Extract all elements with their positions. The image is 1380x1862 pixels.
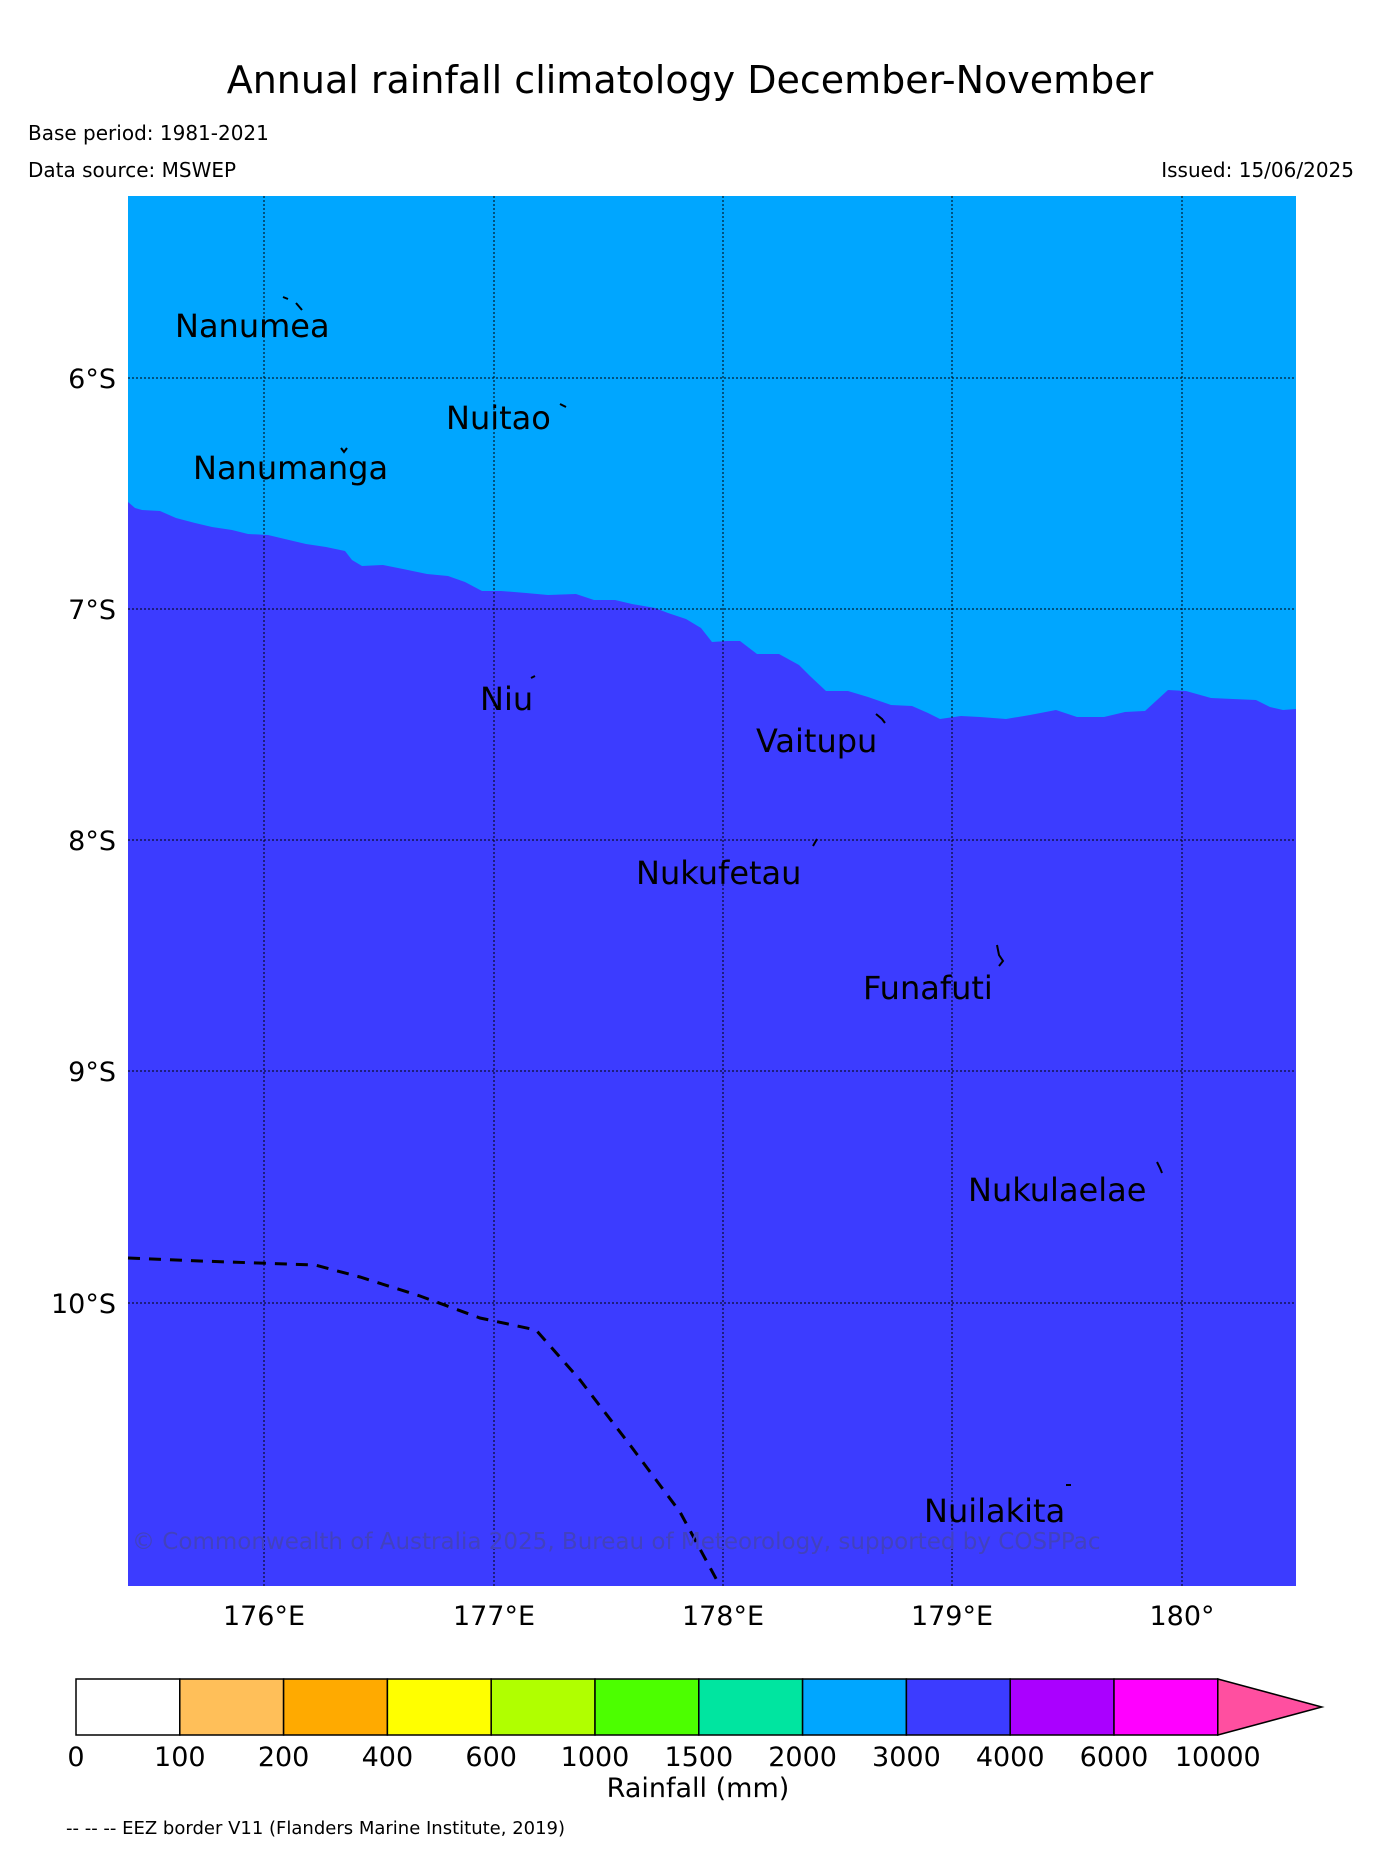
colorbar-segment bbox=[75, 1678, 181, 1736]
colorbar-tick-label: 400 bbox=[362, 1742, 414, 1773]
colorbar-segment bbox=[179, 1678, 285, 1736]
colorbar-segment bbox=[698, 1678, 804, 1736]
colorbar-tick-label: 100 bbox=[154, 1742, 206, 1773]
nukufetau-island-shape bbox=[812, 838, 818, 847]
colorbar-segment bbox=[490, 1678, 596, 1736]
lat-tick-label: 10°S bbox=[51, 1289, 116, 1320]
eez-border-line bbox=[127, 1256, 722, 1587]
lat-tick-label: 6°S bbox=[68, 364, 116, 395]
rainfall-colorbar: 0 100 200 400 600 1000 1500 2000 3000 4000 6000 100… bbox=[67, 1678, 1325, 1773]
lon-tick-label: 176°E bbox=[223, 1601, 305, 1632]
colorbar-segment bbox=[282, 1678, 389, 1736]
lon-tick-label: 180° bbox=[1149, 1601, 1214, 1632]
copyright-text: © Commonwealth of Australia 2025, Bureau… bbox=[132, 1529, 1101, 1555]
colorbar-segment bbox=[801, 1678, 908, 1736]
niu-island-shape bbox=[530, 675, 536, 679]
colorbar-segment bbox=[1113, 1678, 1219, 1736]
place-label-nanumea: Nanumea bbox=[175, 307, 330, 345]
nuitao-island-shape bbox=[559, 403, 567, 408]
lat-tick-label: 8°S bbox=[68, 826, 116, 857]
colorbar-tick-label: 3000 bbox=[872, 1742, 941, 1773]
base-period-text: Base period: 1981-2021 bbox=[28, 121, 269, 145]
colorbar-segment bbox=[1009, 1678, 1115, 1736]
place-label-nanumanga: Nanumanga bbox=[193, 449, 388, 487]
nanumanga-island-shape bbox=[340, 447, 348, 454]
lon-tick-label: 178°E bbox=[682, 1601, 764, 1632]
colorbar-label: Rainfall (mm) bbox=[607, 1773, 790, 1804]
eez-border-note: -- -- -- EEZ border V11 (Flanders Marine… bbox=[66, 1818, 566, 1839]
lat-tick-label: 9°S bbox=[68, 1057, 116, 1088]
chart-title: Annual rainfall climatology December-Nov… bbox=[226, 58, 1154, 102]
colorbar-extend-arrow bbox=[1217, 1678, 1325, 1736]
colorbar-segment bbox=[905, 1678, 1011, 1736]
axis-labels: 6°S 7°S 8°S 9°S 10°S 176°E 177°E 178°E 179°E 180° bbox=[51, 364, 1215, 1632]
nukulaelae-island-shape bbox=[1156, 1161, 1163, 1174]
place-label-nuilakita: Nuilakita bbox=[924, 1492, 1065, 1530]
nanumea-island-shape bbox=[282, 296, 303, 311]
colorbar-tick-label: 1500 bbox=[664, 1742, 733, 1773]
colorbar-tick-label: 6000 bbox=[1080, 1742, 1149, 1773]
place-label-nukulaelae: Nukulaelae bbox=[968, 1171, 1146, 1209]
lat-tick-label: 7°S bbox=[68, 595, 116, 626]
colorbar-tick-label: 1000 bbox=[561, 1742, 630, 1773]
lon-tick-label: 177°E bbox=[453, 1601, 535, 1632]
colorbar-segment bbox=[594, 1678, 700, 1736]
island-outlines bbox=[282, 296, 1163, 1486]
place-label-funafuti: Funafuti bbox=[863, 969, 993, 1007]
place-label-niu: Niu bbox=[480, 680, 533, 718]
rainfall-class-3000-4000-region bbox=[128, 502, 1296, 1586]
colorbar-tick-label: 0 bbox=[67, 1742, 84, 1773]
map-gridlines bbox=[128, 196, 1296, 1586]
colorbar-tick-label: 4000 bbox=[976, 1742, 1045, 1773]
colorbar-tick-label: 200 bbox=[258, 1742, 310, 1773]
funafuti-island-shape bbox=[996, 944, 1005, 967]
colorbar-tick-label: 2000 bbox=[768, 1742, 837, 1773]
place-labels: Nanumea Nuitao Nanumanga Niu Vaitupu Nukufeta… bbox=[175, 307, 1146, 1530]
colorbar-tick-label: 10000 bbox=[1175, 1742, 1261, 1773]
lon-tick-label: 179°E bbox=[911, 1601, 993, 1632]
colorbar-tick-label: 600 bbox=[465, 1742, 517, 1773]
place-label-vaitupu: Vaitupu bbox=[756, 722, 877, 760]
place-label-nukufetau: Nukufetau bbox=[636, 854, 801, 892]
place-label-nuitao: Nuitao bbox=[446, 399, 551, 437]
vaitupu-island-shape bbox=[875, 713, 886, 724]
data-source-text: Data source: MSWEP bbox=[28, 158, 237, 182]
colorbar-segment bbox=[386, 1678, 492, 1736]
issued-date-text: Issued: 15/06/2025 bbox=[1161, 158, 1354, 182]
